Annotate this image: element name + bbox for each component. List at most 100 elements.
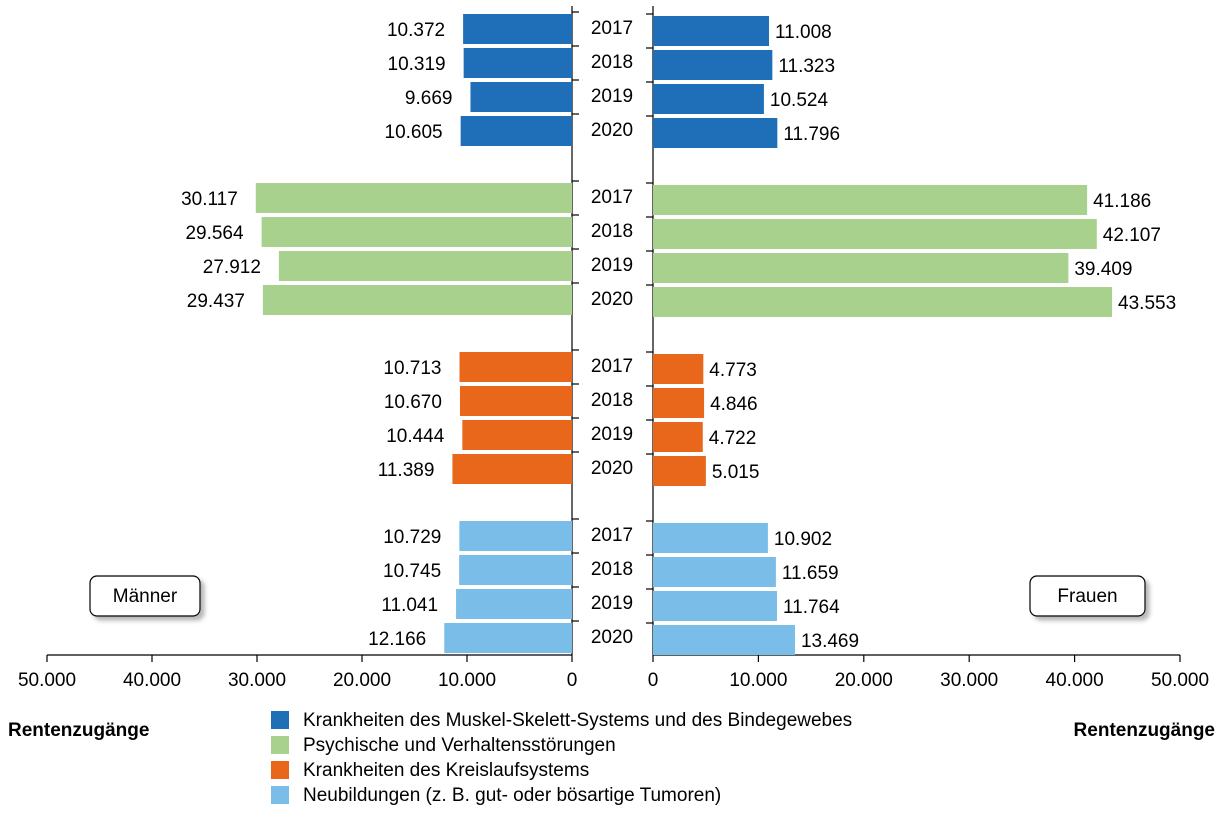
category-label: 2019 bbox=[591, 86, 633, 107]
value-label: 5.015 bbox=[712, 462, 760, 483]
value-label: 11.659 bbox=[782, 563, 839, 584]
axis-label: Rentenzugänge bbox=[1074, 720, 1215, 741]
bar bbox=[470, 82, 572, 112]
bar bbox=[653, 557, 776, 587]
category-label: 2017 bbox=[591, 18, 633, 39]
value-label: 10.745 bbox=[383, 561, 441, 582]
bar bbox=[456, 589, 572, 619]
x-tick-label: 30.000 bbox=[940, 670, 998, 691]
bar bbox=[653, 118, 778, 148]
value-label: 43.553 bbox=[1118, 293, 1176, 314]
bar bbox=[653, 253, 1069, 283]
legend-label: Krankheiten des Kreislaufsystems bbox=[303, 760, 589, 781]
bar bbox=[653, 388, 705, 418]
x-tick-label: 0 bbox=[648, 670, 659, 691]
value-label: 10.524 bbox=[770, 90, 829, 111]
value-label: 11.008 bbox=[775, 22, 832, 43]
bar bbox=[463, 48, 572, 78]
bar bbox=[653, 84, 764, 114]
panel-label: Frauen bbox=[1057, 586, 1117, 607]
bar bbox=[653, 354, 704, 384]
bar bbox=[262, 285, 572, 315]
x-tick-label: 10.000 bbox=[729, 670, 787, 691]
value-label: 12.166 bbox=[368, 629, 426, 650]
bar bbox=[653, 185, 1088, 215]
value-label: 29.564 bbox=[185, 223, 244, 244]
value-label: 4.846 bbox=[710, 394, 758, 415]
bar bbox=[261, 217, 572, 247]
bar bbox=[459, 352, 572, 382]
value-label: 13.469 bbox=[801, 631, 859, 652]
bar bbox=[463, 14, 572, 44]
bar bbox=[278, 251, 572, 281]
panel-box bbox=[1029, 575, 1146, 617]
value-label: 4.722 bbox=[709, 428, 757, 449]
value-label: 27.912 bbox=[203, 257, 261, 278]
category-label: 2020 bbox=[591, 627, 633, 648]
legend-swatch bbox=[271, 786, 289, 804]
value-label: 30.117 bbox=[181, 189, 238, 210]
category-label: 2017 bbox=[591, 356, 633, 377]
value-label: 42.107 bbox=[1103, 225, 1161, 246]
axis-label: Rentenzugänge bbox=[8, 720, 149, 741]
value-label: 10.729 bbox=[383, 527, 441, 548]
bar bbox=[653, 625, 795, 655]
bar bbox=[653, 523, 768, 553]
bar bbox=[653, 422, 703, 452]
x-tick-label: 0 bbox=[567, 670, 578, 691]
bar bbox=[653, 16, 770, 46]
bar bbox=[653, 50, 773, 80]
x-tick-label: 20.000 bbox=[835, 670, 893, 691]
value-label: 11.389 bbox=[378, 460, 435, 481]
legend-label: Krankheiten des Muskel-Skelett-Systems u… bbox=[303, 710, 852, 731]
value-label: 10.713 bbox=[383, 358, 441, 379]
category-label: 2019 bbox=[591, 424, 633, 445]
category-label: 2017 bbox=[591, 187, 633, 208]
x-tick-label: 30.000 bbox=[228, 670, 286, 691]
bar bbox=[462, 420, 572, 450]
x-tick-label: 20.000 bbox=[333, 670, 391, 691]
value-label: 10.902 bbox=[774, 529, 832, 550]
bar bbox=[452, 454, 572, 484]
bar bbox=[459, 386, 572, 416]
value-label: 10.670 bbox=[384, 392, 442, 413]
value-label: 10.372 bbox=[387, 20, 445, 41]
value-label: 10.444 bbox=[386, 426, 445, 447]
category-label: 2020 bbox=[591, 458, 633, 479]
legend-swatch bbox=[271, 711, 289, 729]
legend-label: Psychische und Verhaltensstörungen bbox=[303, 735, 616, 756]
value-label: 41.186 bbox=[1093, 191, 1151, 212]
category-label: 2018 bbox=[591, 559, 633, 580]
x-tick-label: 40.000 bbox=[123, 670, 181, 691]
category-label: 2018 bbox=[591, 390, 633, 411]
value-label: 4.773 bbox=[709, 360, 757, 381]
value-label: 39.409 bbox=[1074, 259, 1132, 280]
bar bbox=[444, 623, 572, 653]
value-label: 29.437 bbox=[187, 291, 245, 312]
value-label: 10.605 bbox=[385, 122, 443, 143]
value-label: 11.041 bbox=[381, 595, 438, 616]
panel-label: Männer bbox=[113, 586, 178, 607]
x-tick-label: 50.000 bbox=[18, 670, 76, 691]
value-label: 11.323 bbox=[778, 56, 835, 77]
value-label: 9.669 bbox=[405, 88, 453, 109]
bar bbox=[459, 555, 572, 585]
x-tick-label: 10.000 bbox=[438, 670, 496, 691]
category-label: 2019 bbox=[591, 255, 633, 276]
category-label: 2018 bbox=[591, 52, 633, 73]
bar bbox=[459, 521, 572, 551]
legend-swatch bbox=[271, 736, 289, 754]
value-label: 11.796 bbox=[783, 124, 840, 145]
category-label: 2020 bbox=[591, 289, 633, 310]
value-label: 10.319 bbox=[388, 54, 446, 75]
bar bbox=[653, 219, 1097, 249]
panel-box bbox=[89, 575, 201, 617]
bar bbox=[653, 456, 706, 486]
x-tick-label: 50.000 bbox=[1151, 670, 1209, 691]
value-label: 11.764 bbox=[783, 597, 840, 618]
bar bbox=[653, 591, 777, 621]
category-label: 2019 bbox=[591, 593, 633, 614]
category-label: 2018 bbox=[591, 221, 633, 242]
category-label: 2017 bbox=[591, 525, 633, 546]
